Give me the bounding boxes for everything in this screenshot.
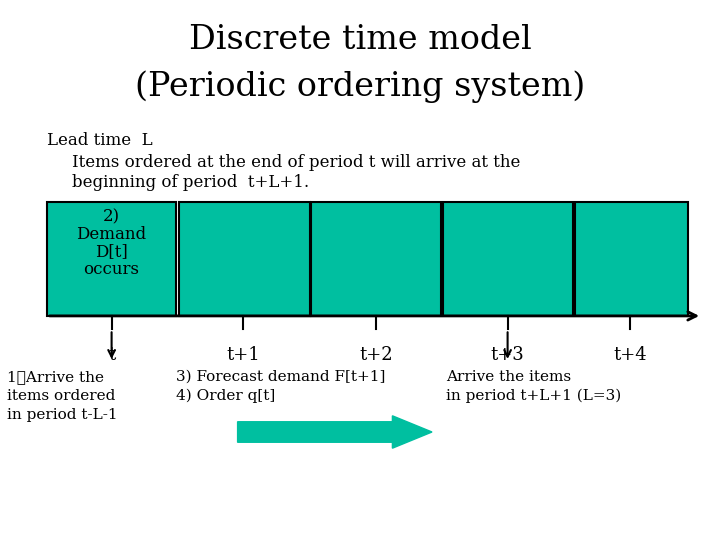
Text: items ordered: items ordered	[7, 389, 116, 403]
Text: Items ordered at the end of period t will arrive at the: Items ordered at the end of period t wil…	[72, 154, 521, 171]
Text: D[t]: D[t]	[95, 243, 128, 260]
Text: Lead time  L: Lead time L	[47, 132, 153, 149]
Text: 4) Order q[t]: 4) Order q[t]	[176, 389, 276, 403]
Text: t+1: t+1	[227, 346, 260, 363]
Text: Arrive the items: Arrive the items	[446, 370, 572, 384]
Bar	[47, 202, 176, 316]
Text: t+3: t+3	[491, 346, 524, 363]
Text: in period t-L-1: in period t-L-1	[7, 408, 118, 422]
Text: 2): 2)	[103, 208, 120, 226]
Text: Discrete time model: Discrete time model	[189, 24, 531, 56]
Bar	[179, 202, 310, 316]
Text: in period t+L+1 (L=3): in period t+L+1 (L=3)	[446, 389, 621, 403]
Text: 1）Arrive the: 1）Arrive the	[7, 370, 104, 384]
Text: 3) Forecast demand F[t+1]: 3) Forecast demand F[t+1]	[176, 370, 386, 384]
Bar	[311, 202, 441, 316]
Text: Demand: Demand	[76, 226, 147, 243]
Text: occurs: occurs	[84, 261, 140, 279]
Text: (Periodic ordering system): (Periodic ordering system)	[135, 70, 585, 103]
Text: t+4: t+4	[613, 346, 647, 363]
Text: beginning of period  t+L+1.: beginning of period t+L+1.	[72, 174, 309, 191]
Text: t: t	[108, 346, 115, 363]
FancyArrow shape	[238, 416, 432, 448]
Text: t+2: t+2	[359, 346, 392, 363]
Bar	[575, 202, 688, 316]
Bar	[443, 202, 573, 316]
